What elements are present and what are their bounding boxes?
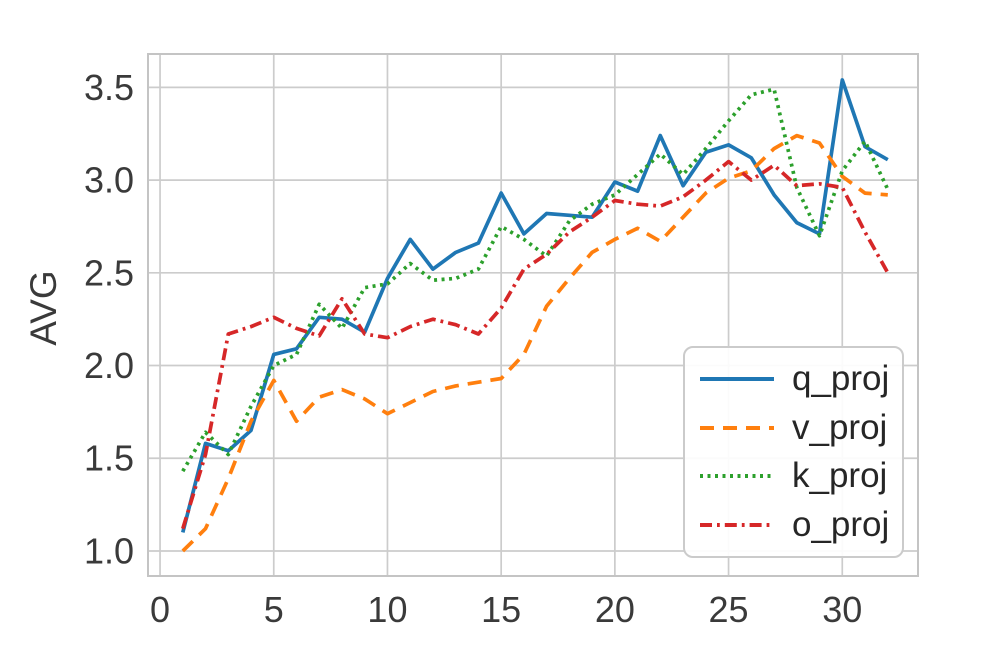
axes-border [147,53,919,577]
x-tick-label-30: 30 [822,589,862,630]
legend-line-sample [700,376,774,381]
x-tick-label-15: 15 [481,589,521,630]
legend-item-k-proj: k_proj [685,456,902,496]
legend-item-q-proj: q_proj [685,359,902,399]
y-axis-label: AVG [23,270,64,346]
legend: q_proj v_proj k_proj o_proj [683,346,904,558]
x-tick-label-10: 10 [367,589,407,630]
y-tick-label-2.0: 2.0 [84,345,134,386]
x-tick-label-0: 0 [150,589,170,630]
legend-label: q_proj [792,358,890,398]
series-line-q_proj [181,78,889,533]
y-tick-label-1.5: 1.5 [84,438,134,479]
x-tick-label-5: 5 [264,589,284,630]
legend-item-o-proj: o_proj [685,505,902,545]
series-line-v_proj [181,133,888,553]
series-line-o_proj [181,159,890,530]
y-tick-label-3.5: 3.5 [84,67,134,108]
legend-label: v_proj [792,407,888,447]
legend-line-sample [700,425,774,430]
legend-item-v-proj: v_proj [685,408,902,448]
legend-label: o_proj [792,505,890,545]
y-tick-label-1.0: 1.0 [84,530,134,571]
y-tick-label-2.5: 2.5 [84,252,134,293]
legend-line-sample [700,474,774,479]
x-tick-label-25: 25 [709,589,749,630]
y-tick-label-3.0: 3.0 [84,160,134,201]
series-line-k_proj [181,87,890,473]
legend-label: k_proj [792,456,888,496]
legend-line-sample [700,523,774,528]
x-tick-label-20: 20 [595,589,635,630]
